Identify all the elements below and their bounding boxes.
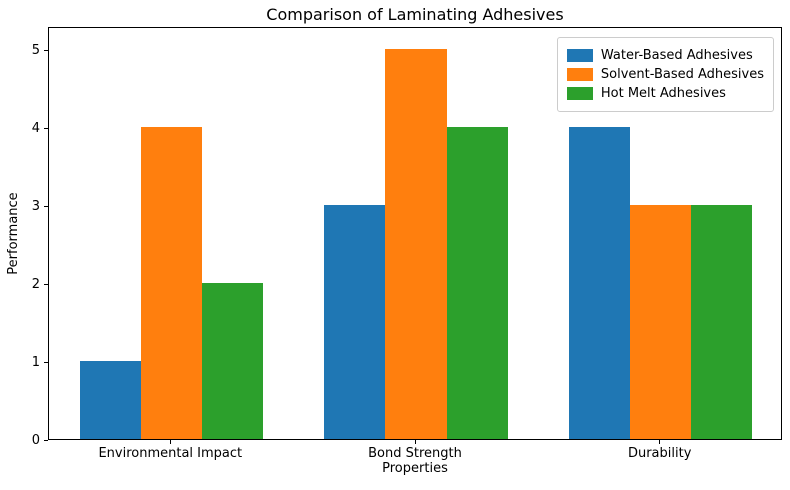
y-tick-label-0: 0 (31, 432, 40, 448)
y-axis-label: Performance (6, 192, 21, 275)
bar-solvent-based-adhesives-durability (630, 205, 692, 439)
bar-solvent-based-adhesives-environmental-impact (140, 127, 202, 439)
x-tick-label-environmental-impact: Environmental Impact (98, 446, 243, 461)
legend-label-hot-melt-adhesives: Hot Melt Adhesives (600, 86, 726, 101)
y-tick-mark-2 (44, 283, 48, 285)
x-axis-label: Properties (382, 461, 448, 476)
y-tick-mark-0 (44, 439, 48, 441)
legend-swatch-hot-melt-adhesives (566, 87, 593, 100)
x-tick-mark-bond-strength (414, 440, 416, 444)
bar-water-based-adhesives-environmental-impact (79, 361, 141, 439)
y-tick-mark-4 (44, 127, 48, 129)
bar-water-based-adhesives-durability (568, 127, 631, 439)
legend-swatch-solvent-based-adhesives (566, 68, 593, 81)
bar-hot-melt-adhesives-environmental-impact (201, 283, 264, 439)
legend-item-water-based-adhesives: Water-Based Adhesives (566, 48, 764, 63)
y-tick-label-2: 2 (31, 276, 40, 292)
y-tick-mark-3 (44, 205, 48, 207)
chart-title: Comparison of Laminating Adhesives (266, 5, 564, 24)
y-tick-label-4: 4 (31, 120, 40, 136)
x-tick-label-bond-strength: Bond Strength (368, 446, 462, 461)
y-tick-label-5: 5 (31, 42, 40, 58)
x-tick-label-durability: Durability (627, 446, 692, 461)
y-tick-mark-1 (44, 361, 48, 363)
legend-swatch-water-based-adhesives (566, 49, 593, 62)
plot-area: Water-Based Adhesives Solvent-Based Adhes… (48, 27, 782, 440)
bar-hot-melt-adhesives-durability (691, 205, 753, 439)
bar-hot-melt-adhesives-bond-strength (446, 127, 508, 439)
legend: Water-Based Adhesives Solvent-Based Adhes… (556, 37, 774, 112)
y-tick-label-3: 3 (31, 198, 40, 214)
x-tick-mark-environmental-impact (169, 440, 171, 444)
legend-item-solvent-based-adhesives: Solvent-Based Adhesives (566, 67, 764, 82)
bar-solvent-based-adhesives-bond-strength (385, 49, 447, 439)
bar-water-based-adhesives-bond-strength (324, 205, 386, 439)
legend-label-water-based-adhesives: Water-Based Adhesives (600, 48, 753, 63)
x-tick-mark-durability (659, 440, 661, 444)
legend-item-hot-melt-adhesives: Hot Melt Adhesives (566, 86, 764, 101)
y-tick-label-1: 1 (31, 354, 40, 370)
y-tick-mark-5 (44, 49, 48, 51)
legend-label-solvent-based-adhesives: Solvent-Based Adhesives (600, 67, 764, 82)
